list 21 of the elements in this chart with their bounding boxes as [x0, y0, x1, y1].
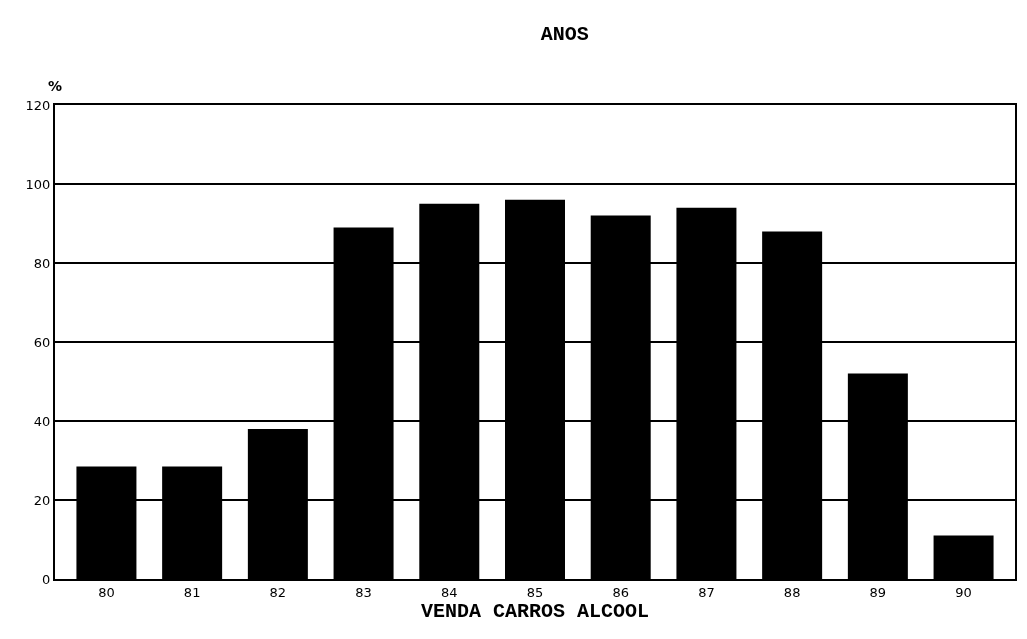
x-tick-label: 80: [98, 584, 115, 600]
x-tick-label: 85: [526, 584, 544, 600]
y-tick-label: 40: [33, 413, 51, 429]
y-axis-title: %: [48, 78, 63, 94]
x-tick-label: 82: [269, 584, 287, 600]
x-tick-label: 88: [783, 584, 801, 600]
y-tick-label: 120: [25, 97, 51, 113]
y-tick-label: 100: [25, 176, 51, 192]
x-axis-title: VENDA CARROS ALCOOL: [420, 599, 650, 623]
y-tick-label: 20: [33, 492, 51, 508]
chart-title: ANOS: [540, 22, 589, 46]
y-tick-label: 60: [33, 334, 51, 350]
x-tick-label: 86: [612, 584, 629, 600]
y-tick-label: 80: [33, 255, 51, 271]
x-tick-label: 90: [955, 584, 972, 600]
x-tick-label: 84: [441, 584, 458, 600]
x-tick-label: 89: [869, 584, 887, 600]
y-tick-label: 0: [42, 571, 51, 587]
x-tick-label: 81: [183, 584, 201, 600]
x-tick-label: 87: [698, 584, 715, 600]
x-tick-label: 83: [355, 584, 372, 600]
